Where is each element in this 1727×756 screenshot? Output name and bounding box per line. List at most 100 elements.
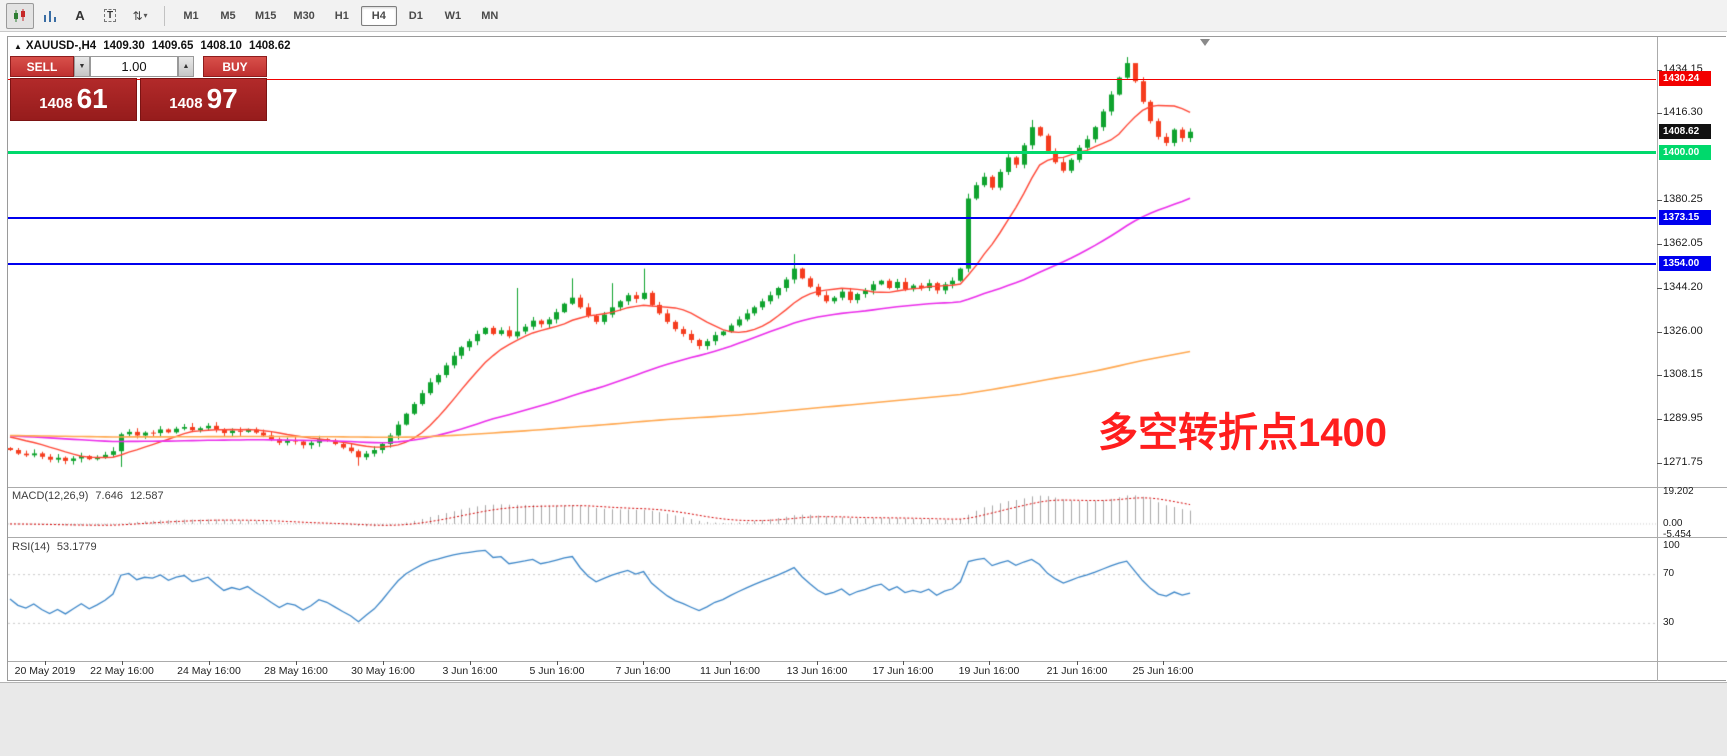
bid-price-main: 1408 [39, 95, 73, 112]
price-axis-label: 1362.05 [1663, 237, 1703, 250]
rsi-axis-30: 30 [1663, 617, 1675, 628]
timeframe-h1[interactable]: H1 [334, 9, 349, 22]
timeframe-m5[interactable]: M5 [220, 9, 236, 22]
price-axis-label: 1289.95 [1663, 411, 1703, 424]
text-annotation-icon[interactable]: A [66, 3, 94, 29]
rsi-value: 53.1779 [56, 541, 97, 553]
ask-price-main: 1408 [169, 95, 203, 112]
chart-annotation-text[interactable]: 多空转折点1400 [1098, 411, 1387, 455]
time-axis-separator [8, 661, 1727, 662]
time-axis-label: 20 May 2019 [14, 665, 76, 677]
chart-shift-marker-icon[interactable] [1200, 39, 1210, 46]
level-line-1354[interactable] [8, 262, 1656, 265]
time-axis-tick [903, 661, 904, 665]
time-axis-label: 21 Jun 16:00 [1046, 665, 1108, 677]
timeframe-d1[interactable]: D1 [408, 9, 423, 22]
text-box-icon[interactable]: T [96, 3, 124, 29]
macd-main-value: 7.646 [95, 490, 123, 502]
time-axis-label: 19 Jun 16:00 [958, 665, 1020, 677]
timeframe-m1[interactable]: M1 [183, 9, 199, 22]
candlestick-chart-icon[interactable] [6, 2, 34, 29]
bars-glyph [44, 10, 56, 22]
ask-price-button[interactable]: 1408 97 [140, 78, 267, 121]
time-axis-tick [1163, 661, 1164, 665]
macd-axis-zero: 0.00 [1663, 518, 1683, 529]
price-badge: 1408.62 [1659, 123, 1711, 139]
arrows-glyph: ⇅ [132, 8, 143, 23]
price-axis-label: 1326.00 [1663, 324, 1703, 337]
one-click-trading-panel: SELL ▼ 1.00 ▲ BUY 1408 61 1408 97 [10, 56, 267, 121]
time-axis-tick [1077, 661, 1078, 665]
volume-decrement-button[interactable]: ▼ [74, 56, 90, 77]
price-axis-tick [1657, 113, 1662, 114]
time-axis-tick [989, 661, 990, 665]
price-axis-tick [1657, 463, 1662, 464]
time-axis[interactable]: 20 May 2019 22 May 16:00 24 May 16:00 28 Ma… [0, 661, 1727, 681]
ohlc-high: 1409.65 [151, 40, 194, 52]
timeframe-mn[interactable]: MN [481, 9, 499, 22]
ask-price-pips: 97 [206, 83, 238, 114]
price-axis-label: 1344.20 [1663, 280, 1703, 293]
time-axis-label: 24 May 16:00 [177, 665, 241, 677]
price-axis-label: 1380.25 [1663, 193, 1703, 206]
price-axis-label: 1271.75 [1663, 455, 1703, 468]
level-line-1430.24[interactable] [8, 78, 1656, 80]
macd-axis-max: 19.202 [1663, 486, 1694, 497]
cursor-mode-icon[interactable]: ⇅ ▾ [126, 3, 154, 29]
price-axis-tick [1657, 288, 1662, 289]
rsi-pane-separator[interactable] [8, 537, 1727, 538]
bottom-strip [0, 682, 1727, 756]
price-badge: 1400.00 [1659, 144, 1711, 160]
volume-input[interactable]: 1.00 [90, 56, 178, 77]
ohlc-low: 1408.10 [200, 40, 242, 52]
price-axis-tick [1657, 332, 1662, 333]
symbol-info: ▲ XAUUSD-,H4 1409.30 1409.65 1408.10 1408.62 [14, 40, 298, 52]
timeframe-m30[interactable]: M30 [293, 9, 315, 22]
indicators-icon[interactable] [36, 3, 64, 29]
macd-name: MACD(12,26,9) [12, 490, 89, 502]
buy-button[interactable]: BUY [203, 56, 267, 77]
volume-increment-button[interactable]: ▲ [178, 56, 194, 77]
timeframe-h4[interactable]: H4 [360, 5, 397, 26]
macd-pane-canvas[interactable] [8, 488, 1657, 536]
price-badge: 1430.24 [1659, 71, 1711, 87]
price-chart-canvas[interactable] [8, 37, 1657, 487]
price-axis-tick [1657, 244, 1662, 245]
price-axis-tick [1657, 200, 1662, 201]
rsi-pane-canvas[interactable] [8, 538, 1657, 660]
level-line-1373.15[interactable] [8, 216, 1656, 219]
timeframe-w1[interactable]: W1 [444, 9, 462, 22]
time-axis-label: 28 May 16:00 [264, 665, 328, 677]
price-badge: 1373.15 [1659, 209, 1711, 225]
time-axis-label: 3 Jun 16:00 [442, 665, 498, 677]
timeframe-toolbar: M1 M5 M15 M30 H1 H4 D1 W1 MN [173, 5, 509, 26]
time-axis-label: 11 Jun 16:00 [700, 665, 760, 677]
symbol-marker-icon: ▲ [14, 42, 22, 51]
time-axis-tick [122, 661, 123, 665]
time-axis-tick [383, 661, 384, 665]
time-axis-label: 7 Jun 16:00 [615, 665, 671, 677]
sell-button[interactable]: SELL [10, 56, 74, 77]
time-axis-label: 30 May 16:00 [351, 665, 415, 677]
price-badge: 1354.00 [1659, 255, 1711, 271]
chevron-down-icon: ▾ [143, 11, 148, 20]
time-axis-tick [643, 661, 644, 665]
time-axis-tick [557, 661, 558, 665]
rsi-axis-70: 70 [1663, 568, 1675, 579]
macd-pane-separator[interactable] [8, 487, 1727, 488]
ohlc-open: 1409.30 [103, 40, 145, 52]
timeframe-m15[interactable]: M15 [255, 9, 277, 22]
letter-a-icon: A [75, 8, 85, 23]
symbol-title: XAUUSD-,H4 [25, 40, 97, 52]
toolbar-separator [164, 5, 165, 26]
price-axis-tick [1657, 70, 1662, 71]
level-line-1400[interactable] [8, 151, 1656, 155]
bid-price-pips: 61 [76, 83, 108, 114]
price-axis-separator [1657, 37, 1658, 681]
time-axis-label: 13 Jun 16:00 [786, 665, 848, 677]
macd-signal-value: 12.587 [129, 490, 164, 502]
time-axis-tick [470, 661, 471, 665]
time-axis-label: 5 Jun 16:00 [529, 665, 585, 677]
bid-price-button[interactable]: 1408 61 [10, 78, 137, 121]
